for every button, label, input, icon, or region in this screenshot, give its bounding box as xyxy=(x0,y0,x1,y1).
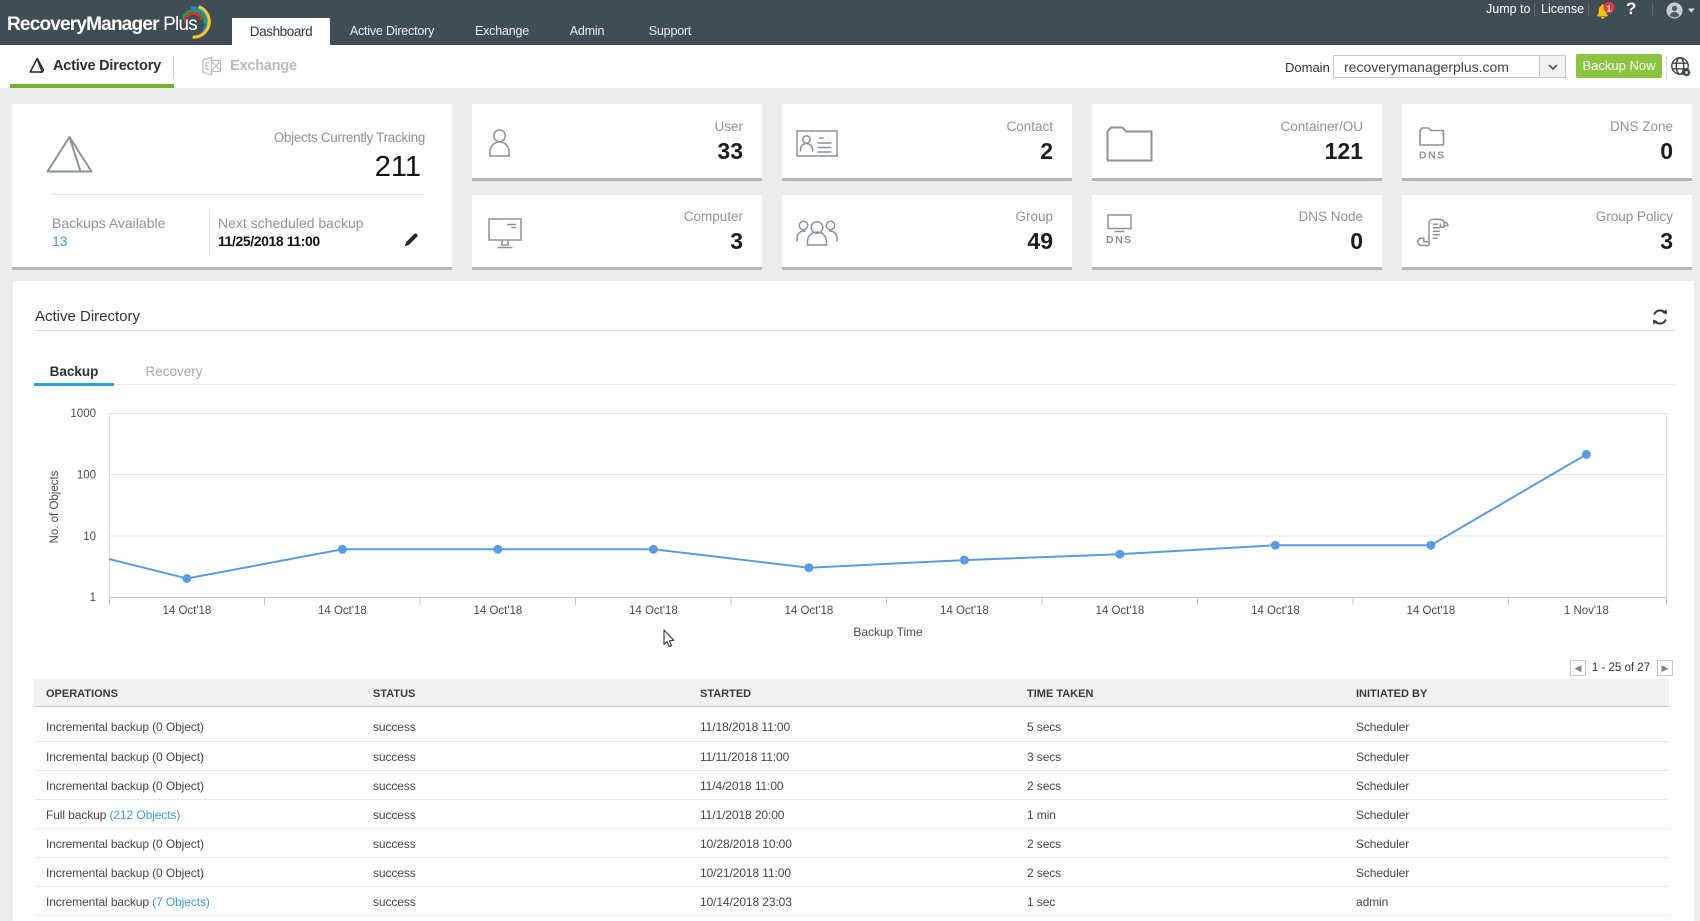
svg-text:DNS: DNS xyxy=(1106,234,1133,244)
svg-text:1000: 1000 xyxy=(70,408,96,420)
svg-text:No. of Objects: No. of Objects xyxy=(49,470,61,543)
svg-text:14 Oct'18: 14 Oct'18 xyxy=(318,605,367,617)
svg-text:14 Oct'18: 14 Oct'18 xyxy=(162,605,211,617)
svg-text:1: 1 xyxy=(1607,3,1612,13)
svg-text:14 Oct'18: 14 Oct'18 xyxy=(940,605,989,617)
svg-text:14 Oct'18: 14 Oct'18 xyxy=(784,605,833,617)
svg-text:14 Oct'18: 14 Oct'18 xyxy=(473,605,522,617)
svg-text:1: 1 xyxy=(90,592,96,604)
svg-text:1 Nov'18: 1 Nov'18 xyxy=(1564,605,1609,617)
svg-text:Backup Time: Backup Time xyxy=(853,625,923,639)
svg-text:14 Oct'18: 14 Oct'18 xyxy=(1095,605,1144,617)
svg-text:DNS: DNS xyxy=(1419,150,1445,162)
svg-text:14 Oct'18: 14 Oct'18 xyxy=(1406,605,1455,617)
svg-text:14 Oct'18: 14 Oct'18 xyxy=(629,605,678,617)
svg-text:10: 10 xyxy=(83,531,96,543)
svg-text:14 Oct'18: 14 Oct'18 xyxy=(1251,605,1300,617)
svg-text:100: 100 xyxy=(77,470,96,482)
